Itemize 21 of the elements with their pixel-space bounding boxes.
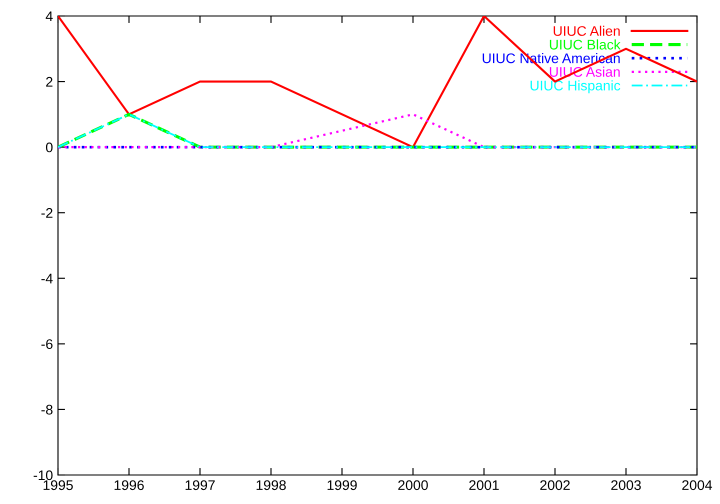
x-tick-label: 1997 bbox=[186, 480, 215, 490]
y-tick-label: 4 bbox=[46, 11, 53, 22]
x-tick-label: 1998 bbox=[256, 480, 286, 490]
x-tick-label: 2001 bbox=[469, 480, 499, 490]
y-tick-label: -8 bbox=[41, 404, 53, 415]
y-tick-label: -2 bbox=[41, 208, 52, 218]
x-tick-label: 1999 bbox=[328, 480, 357, 490]
x-tick-label: 2003 bbox=[611, 480, 641, 490]
y-tick-label: 2 bbox=[46, 76, 52, 87]
y-tick-label: 0 bbox=[46, 142, 53, 152]
legend-label: UIUC Black bbox=[550, 39, 621, 50]
y-tick-label: -10 bbox=[34, 470, 53, 480]
x-tick-label: 2002 bbox=[540, 480, 570, 490]
x-tick-label: 1995 bbox=[44, 480, 73, 490]
y-tick-label: -4 bbox=[41, 274, 53, 284]
y-tick-label: -6 bbox=[41, 339, 53, 350]
x-tick-label: 2004 bbox=[682, 480, 712, 490]
legend-label: UIUC Alien bbox=[554, 26, 620, 36]
x-tick-label: 1996 bbox=[114, 480, 144, 490]
x-tick-label: 2000 bbox=[398, 480, 428, 490]
legend-label: UIUC Hispanic bbox=[530, 80, 620, 94]
